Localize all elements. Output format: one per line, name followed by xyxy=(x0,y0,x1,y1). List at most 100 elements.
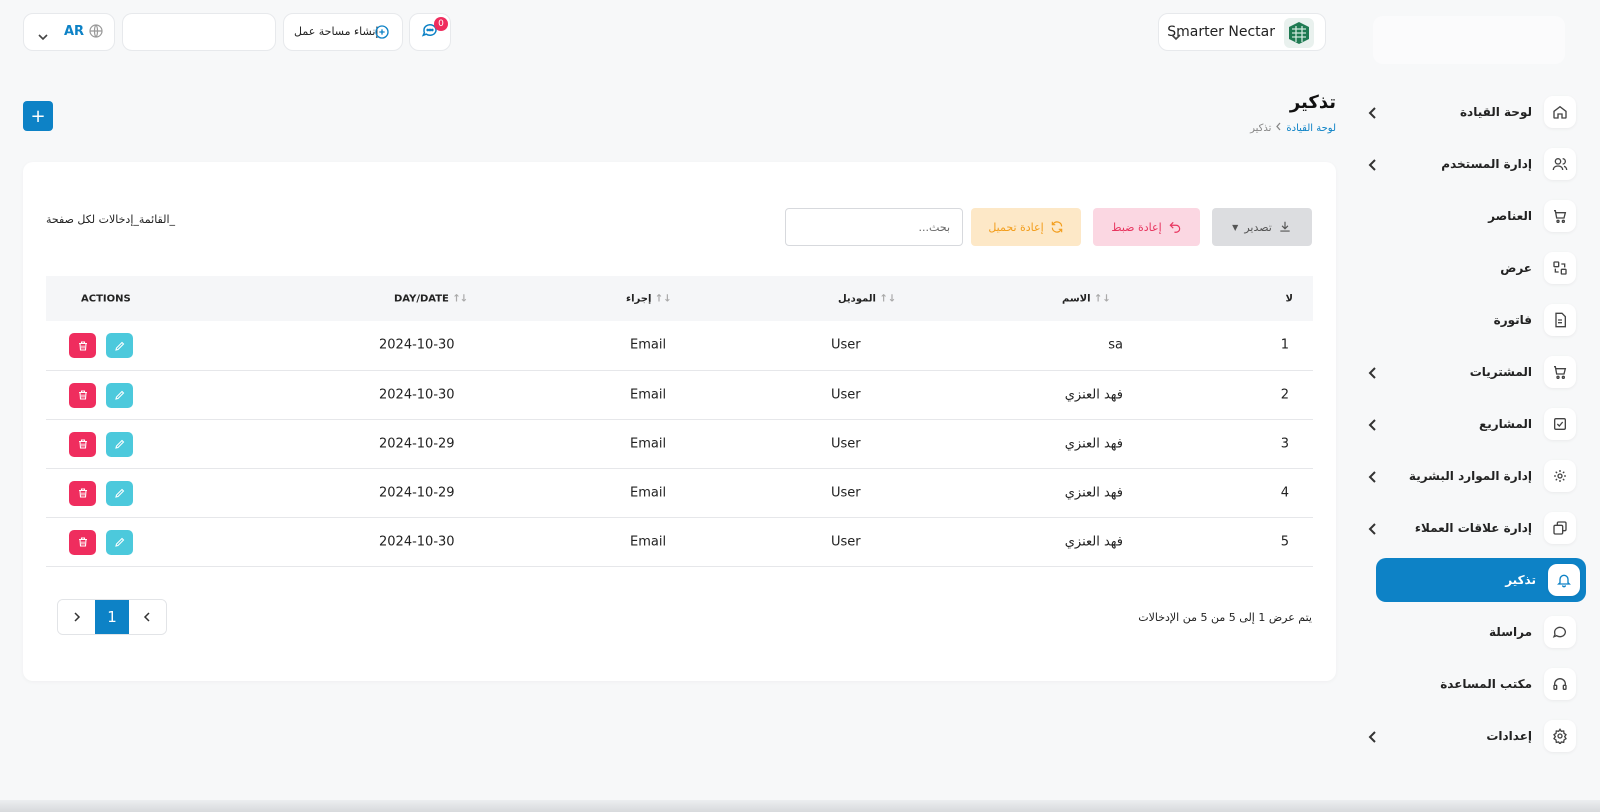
search-input[interactable] xyxy=(785,208,963,246)
trash-icon xyxy=(77,438,89,450)
actions-cell xyxy=(46,419,216,469)
table-row: 2024-10-30 Email User sa 1 xyxy=(46,321,1313,371)
sidebar-item-invoice[interactable]: فاتورة xyxy=(1360,298,1582,342)
add-reminder-button[interactable]: + xyxy=(23,101,53,131)
pagination-prev-button[interactable] xyxy=(128,600,166,634)
sidebar-item-hr[interactable]: إدارة الموارد البشرية xyxy=(1360,454,1582,498)
headset-icon xyxy=(1544,668,1576,700)
reload-button[interactable]: إعادة تحميل xyxy=(971,208,1081,246)
name-cell: فهد العنزي xyxy=(903,419,1128,469)
sidebar-item-purchases[interactable]: المشتريات xyxy=(1360,350,1582,394)
model-cell: User xyxy=(691,321,903,371)
sidebar: لوحة القيادة إدارة المستخدم العناصر عرض … xyxy=(1360,0,1600,812)
sidebar-item-items[interactable]: العناصر xyxy=(1360,194,1582,238)
sort-icon: ↑↓ xyxy=(654,293,673,304)
breadcrumb-current: تذكير xyxy=(1250,122,1272,134)
column-header-action[interactable]: إجراء ↑↓ xyxy=(626,293,673,304)
plus-circle-icon xyxy=(374,24,390,44)
sidebar-top-slot xyxy=(1373,16,1565,64)
delete-button[interactable] xyxy=(69,431,96,457)
trash-icon xyxy=(77,340,89,352)
reset-button[interactable]: إعادة ضبط xyxy=(1093,208,1200,246)
number-cell: 1 xyxy=(1128,321,1313,371)
checkbox-icon xyxy=(1544,408,1576,440)
column-header-date[interactable]: DAY/DATE ↑↓ xyxy=(394,293,468,304)
breadcrumb-home-link[interactable]: لوحة القيادة xyxy=(1286,122,1336,134)
actions-cell xyxy=(46,517,216,567)
sidebar-item-dashboard[interactable]: لوحة القيادة xyxy=(1360,90,1582,134)
sidebar-item-messaging[interactable]: مراسلة xyxy=(1360,610,1582,654)
column-header-name[interactable]: الاسم ↑↓ xyxy=(1062,293,1112,304)
workspace-switcher[interactable]: Smarter Nectar xyxy=(1158,13,1326,51)
date-cell: 2024-10-29 xyxy=(216,468,476,518)
reminders-card: _القائمة_إدخالات لكل صفحة تصدير ▼ إعادة … xyxy=(23,162,1336,681)
edit-button[interactable] xyxy=(106,382,133,408)
date-cell: 2024-10-30 xyxy=(216,517,476,567)
number-cell: 3 xyxy=(1128,419,1313,469)
sidebar-item-offer[interactable]: عرض xyxy=(1360,246,1582,290)
sidebar-item-label: إدارة الموارد البشرية xyxy=(1408,469,1532,483)
language-code: AR xyxy=(64,24,85,39)
action-cell: Email xyxy=(476,517,691,567)
name-cell: فهد العنزي xyxy=(903,468,1128,518)
number-cell: 4 xyxy=(1128,468,1313,518)
action-cell: Email xyxy=(476,370,691,420)
chat-button[interactable]: 0 xyxy=(409,13,451,51)
globe-icon xyxy=(88,23,104,43)
pagination-next-button[interactable] xyxy=(58,600,96,634)
chevron-down-icon xyxy=(1171,27,1181,46)
name-cell: فهد العنزي xyxy=(903,370,1128,420)
pagination-page-button[interactable]: 1 xyxy=(95,600,129,634)
delete-button[interactable] xyxy=(69,382,96,408)
sidebar-item-helpdesk[interactable]: مكتب المساعدة xyxy=(1360,662,1582,706)
cart-icon xyxy=(1544,200,1576,232)
pencil-icon xyxy=(114,536,126,548)
window-bottom-edge xyxy=(0,800,1600,812)
table-header-row: ACTIONS DAY/DATE ↑↓ إجراء ↑↓ الموديل ↑↓ … xyxy=(46,276,1313,321)
sort-icon: ↑↓ xyxy=(1094,293,1112,304)
edit-button[interactable] xyxy=(106,333,133,358)
model-cell: User xyxy=(691,370,903,420)
edit-button[interactable] xyxy=(106,480,133,506)
pencil-icon xyxy=(114,340,126,352)
sidebar-item-crm[interactable]: إدارة علاقات العملاء xyxy=(1360,506,1582,550)
export-button[interactable]: تصدير ▼ xyxy=(1212,208,1312,246)
sort-icon: ↑↓ xyxy=(452,293,468,304)
edit-button[interactable] xyxy=(106,529,133,555)
edit-button[interactable] xyxy=(106,431,133,457)
actions-cell xyxy=(46,321,216,371)
entries-per-page-label: _القائمة_إدخالات لكل صفحة xyxy=(46,213,176,226)
gear-icon xyxy=(1544,720,1576,752)
sidebar-item-reminder[interactable]: تذكير xyxy=(1376,558,1586,602)
table-row: 2024-10-29 Email User فهد العنزي 3 xyxy=(46,419,1313,469)
workspace-name: Smarter Nectar xyxy=(1167,24,1275,40)
language-selector[interactable]: AR xyxy=(23,13,115,51)
date-cell: 2024-10-30 xyxy=(216,370,476,420)
crm-icon xyxy=(1544,512,1576,544)
table-row: 2024-10-30 Email User فهد العنزي 5 xyxy=(46,517,1313,567)
model-cell: User xyxy=(691,419,903,469)
chevron-left-icon xyxy=(1368,156,1378,175)
column-header-actions: ACTIONS xyxy=(81,293,131,304)
sidebar-item-label: إدارة المستخدم xyxy=(1441,157,1532,171)
delete-button[interactable] xyxy=(69,333,96,358)
undo-icon xyxy=(1168,220,1182,234)
sidebar-item-label: إعدادات xyxy=(1486,729,1532,743)
delete-button[interactable] xyxy=(69,529,96,555)
sidebar-item-label: مكتب المساعدة xyxy=(1440,677,1532,691)
sidebar-item-user-management[interactable]: إدارة المستخدم xyxy=(1360,142,1582,186)
sidebar-item-label: إدارة علاقات العملاء xyxy=(1414,521,1532,535)
sidebar-item-projects[interactable]: المشاريع xyxy=(1360,402,1582,446)
sidebar-item-settings[interactable]: إعدادات xyxy=(1360,714,1582,758)
delete-button[interactable] xyxy=(69,480,96,506)
topbar-search-field[interactable] xyxy=(122,13,276,51)
number-cell: 5 xyxy=(1128,517,1313,567)
trash-icon xyxy=(77,487,89,499)
swap-icon xyxy=(1544,252,1576,284)
create-workspace-button[interactable]: إنشاء مساحة عمل xyxy=(283,13,403,51)
column-header-number[interactable]: لا xyxy=(1285,293,1293,304)
column-header-model[interactable]: الموديل ↑↓ xyxy=(838,293,897,304)
chevron-left-icon xyxy=(1368,728,1378,747)
action-cell: Email xyxy=(476,468,691,518)
create-workspace-label: إنشاء مساحة عمل xyxy=(294,25,379,38)
